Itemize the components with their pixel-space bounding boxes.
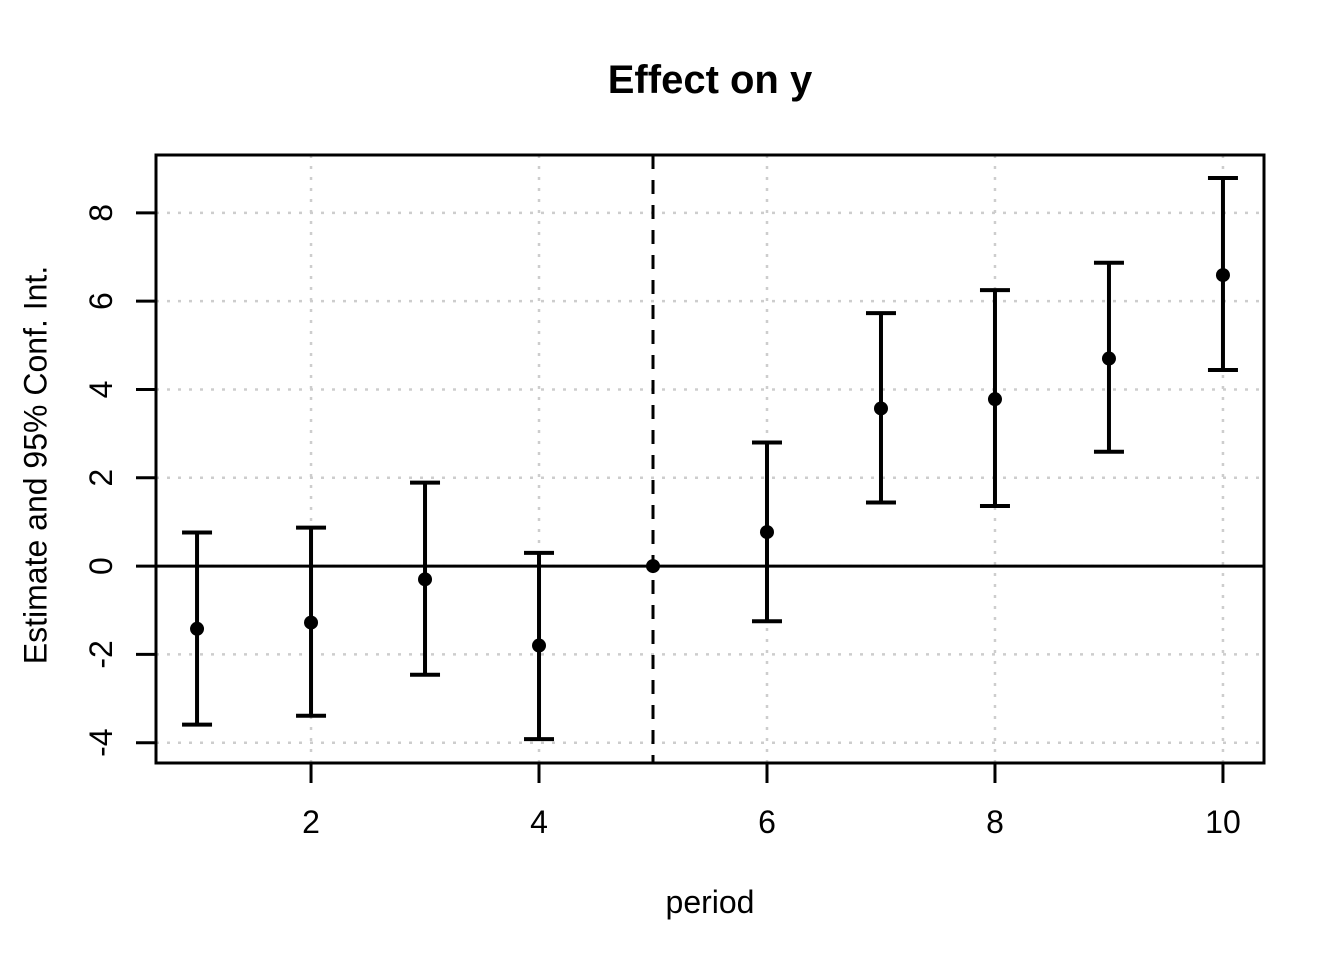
x-tick-label: 4: [530, 804, 548, 840]
y-tick-label: 6: [83, 292, 119, 310]
y-tick-label: 2: [83, 469, 119, 487]
y-axis-title: Estimate and 95% Conf. Int.: [17, 265, 54, 665]
x-tick-label: 2: [302, 804, 320, 840]
data-point: [190, 621, 205, 636]
y-tick-label: -4: [83, 728, 119, 756]
x-tick-label: 10: [1205, 804, 1241, 840]
data-point: [759, 525, 774, 540]
data-point: [1215, 268, 1230, 283]
x-tick-label: 8: [986, 804, 1004, 840]
y-tick-label: -2: [83, 640, 119, 668]
x-axis-title: period: [665, 884, 755, 920]
data-point: [418, 572, 433, 587]
data-point: [646, 559, 661, 574]
plot-border: [154, 153, 1266, 765]
data-point: [987, 392, 1002, 407]
data-point: [1101, 351, 1116, 366]
y-tick-label: 0: [83, 557, 119, 575]
chart-title: Effect on y: [607, 58, 813, 102]
data-point: [304, 615, 319, 630]
data-point: [532, 638, 547, 653]
y-tick-label: 8: [83, 204, 119, 222]
y-tick-label: 4: [83, 381, 119, 399]
x-tick-label: 6: [758, 804, 776, 840]
data-point: [873, 401, 888, 416]
